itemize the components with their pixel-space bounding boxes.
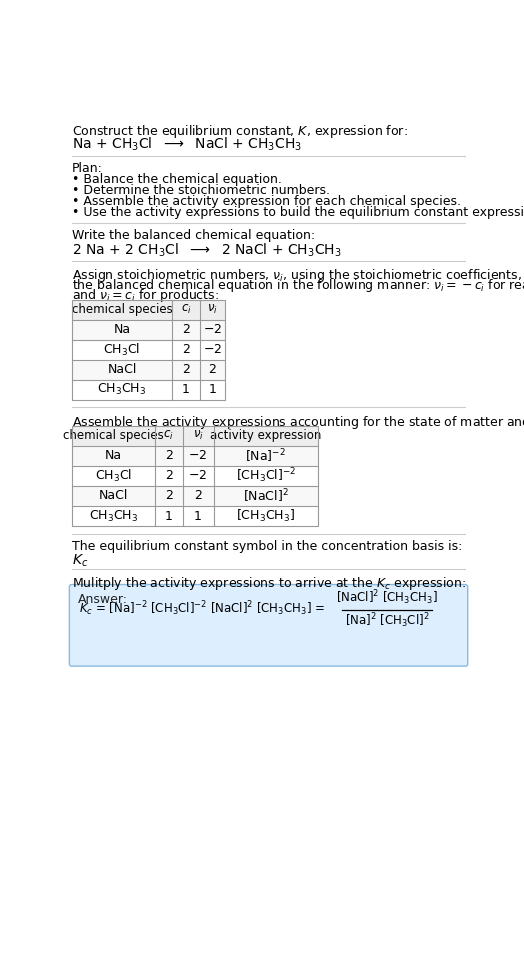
Bar: [72, 340, 225, 360]
FancyBboxPatch shape: [69, 585, 468, 666]
Bar: [72, 426, 318, 526]
Text: Plan:: Plan:: [72, 162, 103, 175]
Text: • Use the activity expressions to build the equilibrium constant expression.: • Use the activity expressions to build …: [72, 206, 524, 219]
Text: 1: 1: [194, 509, 202, 523]
Text: 2: 2: [209, 364, 216, 376]
Text: [Na]$^{-2}$: [Na]$^{-2}$: [245, 447, 286, 465]
Text: CH$_3$CH$_3$: CH$_3$CH$_3$: [89, 508, 138, 523]
Text: Mulitply the activity expressions to arrive at the $K_c$ expression:: Mulitply the activity expressions to arr…: [72, 575, 466, 592]
Text: • Balance the chemical equation.: • Balance the chemical equation.: [72, 173, 281, 187]
Text: Assign stoichiometric numbers, $\nu_i$, using the stoichiometric coefficients, $: Assign stoichiometric numbers, $\nu_i$, …: [72, 267, 524, 284]
Text: CH$_3$Cl: CH$_3$Cl: [94, 468, 132, 484]
Text: $c_i$: $c_i$: [163, 430, 174, 442]
Text: $\nu_i$: $\nu_i$: [207, 303, 218, 316]
Text: $K_c$ = [Na]$^{-2}$ [CH$_3$Cl]$^{-2}$ [NaCl]$^2$ [CH$_3$CH$_3$] =: $K_c$ = [Na]$^{-2}$ [CH$_3$Cl]$^{-2}$ [N…: [80, 599, 325, 618]
Text: Assemble the activity expressions accounting for the state of matter and $\nu_i$: Assemble the activity expressions accoun…: [72, 413, 524, 431]
Text: $-2$: $-2$: [203, 344, 222, 356]
Text: Answer:: Answer:: [78, 593, 128, 606]
Text: the balanced chemical equation in the following manner: $\nu_i = -c_i$ for react: the balanced chemical equation in the fo…: [72, 278, 524, 295]
Text: 2: 2: [165, 450, 172, 462]
Text: $-2$: $-2$: [189, 470, 208, 482]
Text: [Na]$^2$ [CH$_3$Cl]$^2$: [Na]$^2$ [CH$_3$Cl]$^2$: [345, 612, 429, 630]
Text: 2: 2: [165, 470, 172, 482]
Bar: [72, 506, 318, 526]
Text: [CH$_3$Cl]$^{-2}$: [CH$_3$Cl]$^{-2}$: [236, 467, 296, 485]
Text: 2 Na + 2 CH$_3$Cl  $\longrightarrow$  2 NaCl + CH$_3$CH$_3$: 2 Na + 2 CH$_3$Cl $\longrightarrow$ 2 Na…: [72, 241, 342, 258]
Text: NaCl: NaCl: [107, 364, 137, 376]
Text: 1: 1: [165, 509, 172, 523]
Text: 2: 2: [165, 489, 172, 502]
Text: $c_i$: $c_i$: [181, 303, 191, 316]
Bar: [72, 426, 318, 446]
Bar: [72, 320, 225, 340]
Text: Write the balanced chemical equation:: Write the balanced chemical equation:: [72, 229, 315, 242]
Bar: [72, 486, 318, 506]
Text: 1: 1: [209, 383, 216, 396]
Bar: [72, 300, 225, 320]
Bar: [72, 380, 225, 400]
Text: $-2$: $-2$: [203, 323, 222, 336]
Text: 1: 1: [182, 383, 190, 396]
Text: 2: 2: [182, 323, 190, 336]
Text: $-2$: $-2$: [189, 450, 208, 462]
Text: $K_c$: $K_c$: [72, 552, 88, 568]
Text: [CH$_3$CH$_3$]: [CH$_3$CH$_3$]: [236, 508, 296, 524]
Text: The equilibrium constant symbol in the concentration basis is:: The equilibrium constant symbol in the c…: [72, 540, 462, 553]
Bar: [72, 300, 225, 400]
Bar: [72, 446, 318, 466]
Text: chemical species: chemical species: [63, 430, 163, 442]
Text: $\nu_i$: $\nu_i$: [193, 430, 203, 442]
Text: Na + CH$_3$Cl  $\longrightarrow$  NaCl + CH$_3$CH$_3$: Na + CH$_3$Cl $\longrightarrow$ NaCl + C…: [72, 136, 302, 153]
Text: Na: Na: [105, 450, 122, 462]
Text: 2: 2: [182, 344, 190, 356]
Text: NaCl: NaCl: [99, 489, 128, 502]
Text: • Assemble the activity expression for each chemical species.: • Assemble the activity expression for e…: [72, 195, 461, 208]
Text: Construct the equilibrium constant, $K$, expression for:: Construct the equilibrium constant, $K$,…: [72, 122, 408, 140]
Text: Na: Na: [114, 323, 130, 336]
Text: [NaCl]$^2$: [NaCl]$^2$: [243, 487, 289, 504]
Text: • Determine the stoichiometric numbers.: • Determine the stoichiometric numbers.: [72, 184, 330, 197]
Text: 2: 2: [194, 489, 202, 502]
Text: 2: 2: [182, 364, 190, 376]
Bar: [72, 360, 225, 380]
Text: activity expression: activity expression: [210, 430, 322, 442]
Text: CH$_3$CH$_3$: CH$_3$CH$_3$: [97, 382, 147, 397]
Text: chemical species: chemical species: [72, 303, 172, 316]
Text: [NaCl]$^2$ [CH$_3$CH$_3$]: [NaCl]$^2$ [CH$_3$CH$_3$]: [336, 589, 438, 607]
Text: and $\nu_i = c_i$ for products:: and $\nu_i = c_i$ for products:: [72, 287, 219, 304]
Text: CH$_3$Cl: CH$_3$Cl: [103, 342, 140, 358]
Bar: [72, 466, 318, 486]
